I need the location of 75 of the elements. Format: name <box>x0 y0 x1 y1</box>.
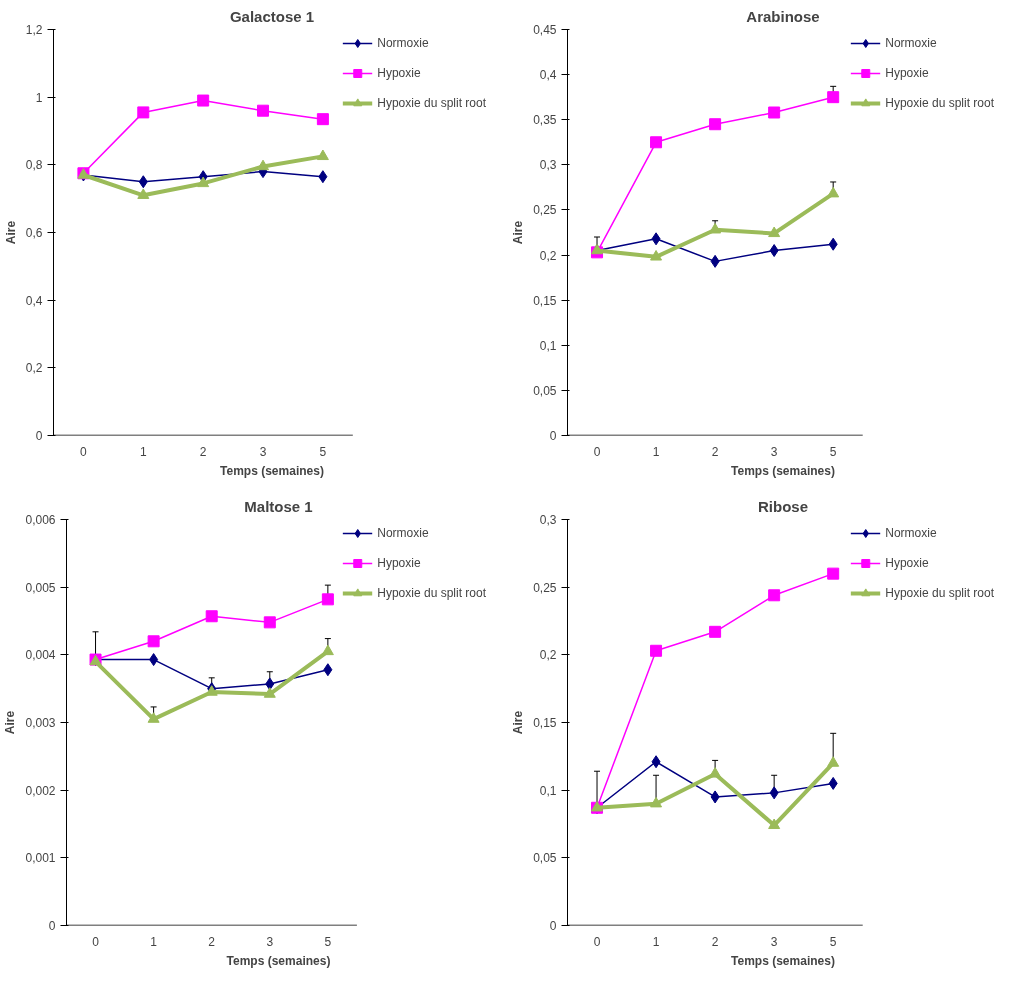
x-tick-label: 5 <box>829 934 837 949</box>
y-tick-label: 1 <box>35 90 43 105</box>
x-tick-label: 0 <box>593 934 601 949</box>
legend-label: Hypoxie <box>885 66 929 80</box>
x-tick-label: 5 <box>319 444 327 459</box>
x-tick-label: 3 <box>770 934 778 949</box>
x-tick-label: 1 <box>652 934 660 949</box>
y-tick-label: 0,001 <box>25 851 56 866</box>
y-tick-label: 0,05 <box>533 383 557 398</box>
x-tick-label: 3 <box>259 444 267 459</box>
y-tick-label: 0 <box>549 429 557 443</box>
x-tick-label: 2 <box>711 934 719 949</box>
y-tick-label: 0,1 <box>539 783 557 798</box>
y-tick-label: 0 <box>35 429 43 443</box>
y-tick-label: 0,1 <box>539 338 557 353</box>
y-axis-title: Aire <box>511 710 526 735</box>
x-axis-title: Temps (semaines) <box>226 953 331 968</box>
y-tick-label: 0,4 <box>25 293 43 308</box>
legend-label: Hypoxie <box>377 66 421 80</box>
legend-label: Normoxie <box>377 526 429 540</box>
y-tick-label: 0,006 <box>25 513 56 527</box>
x-tick-label: 5 <box>829 444 837 459</box>
y-tick-label: 0,35 <box>533 113 557 128</box>
y-tick-label: 0,25 <box>533 580 557 595</box>
legend-label: Hypoxie <box>885 556 929 570</box>
y-tick-label: 1,2 <box>25 23 43 37</box>
x-tick-label: 0 <box>92 934 100 949</box>
y-tick-label: 0,2 <box>25 361 43 376</box>
x-tick-label: 3 <box>266 934 274 949</box>
legend-label: Normoxie <box>885 36 937 50</box>
y-tick-label: 0,005 <box>25 580 56 595</box>
y-tick-label: 0,3 <box>539 513 557 527</box>
x-axis-title: Temps (semaines) <box>220 463 324 478</box>
chart-title: Galactose 1 <box>229 7 315 25</box>
x-tick-label: 1 <box>652 444 660 459</box>
x-axis-title: Temps (semaines) <box>731 953 835 968</box>
legend-label: Normoxie <box>885 526 937 540</box>
y-tick-label: 0,002 <box>25 783 56 798</box>
legend-label: Hypoxie du split root <box>885 96 994 110</box>
x-tick-label: 2 <box>199 444 207 459</box>
x-tick-label: 3 <box>770 444 778 459</box>
y-tick-label: 0,25 <box>533 203 557 218</box>
x-tick-label: 1 <box>150 934 158 949</box>
y-tick-label: 0 <box>48 919 56 933</box>
x-axis-title: Temps (semaines) <box>731 463 835 478</box>
y-tick-label: 0,05 <box>533 851 557 866</box>
chart-title: Ribose <box>758 497 809 515</box>
y-tick-label: 0,003 <box>25 716 56 730</box>
chart-title: Arabinose <box>746 7 820 25</box>
x-tick-label: 2 <box>208 934 216 949</box>
x-tick-label: 2 <box>711 444 719 459</box>
y-tick-label: 0,2 <box>539 248 557 263</box>
chart-title: Maltose 1 <box>244 497 313 515</box>
legend-label: Hypoxie du split root <box>377 96 486 110</box>
y-axis-title: Aire <box>3 220 18 245</box>
y-axis-title: Aire <box>511 220 526 245</box>
y-axis-title: Aire <box>3 710 18 735</box>
y-tick-label: 0,45 <box>533 23 557 37</box>
y-tick-label: 0,8 <box>25 158 43 173</box>
x-tick-label: 0 <box>80 444 88 459</box>
y-tick-label: 0,6 <box>25 226 43 240</box>
y-tick-label: 0,4 <box>539 68 557 83</box>
x-tick-label: 1 <box>139 444 147 459</box>
legend-label: Hypoxie du split root <box>377 586 486 600</box>
legend-label: Hypoxie <box>377 556 421 570</box>
y-tick-label: 0,3 <box>539 158 557 173</box>
y-tick-label: 0,15 <box>533 716 557 730</box>
x-tick-label: 0 <box>593 444 601 459</box>
x-tick-label: 5 <box>324 934 332 949</box>
legend-label: Normoxie <box>377 36 429 50</box>
legend-label: Hypoxie du split root <box>885 586 994 600</box>
y-tick-label: 0 <box>549 919 557 933</box>
y-tick-label: 0,2 <box>539 648 557 663</box>
y-tick-label: 0,004 <box>25 648 56 663</box>
y-tick-label: 0,15 <box>533 293 557 308</box>
